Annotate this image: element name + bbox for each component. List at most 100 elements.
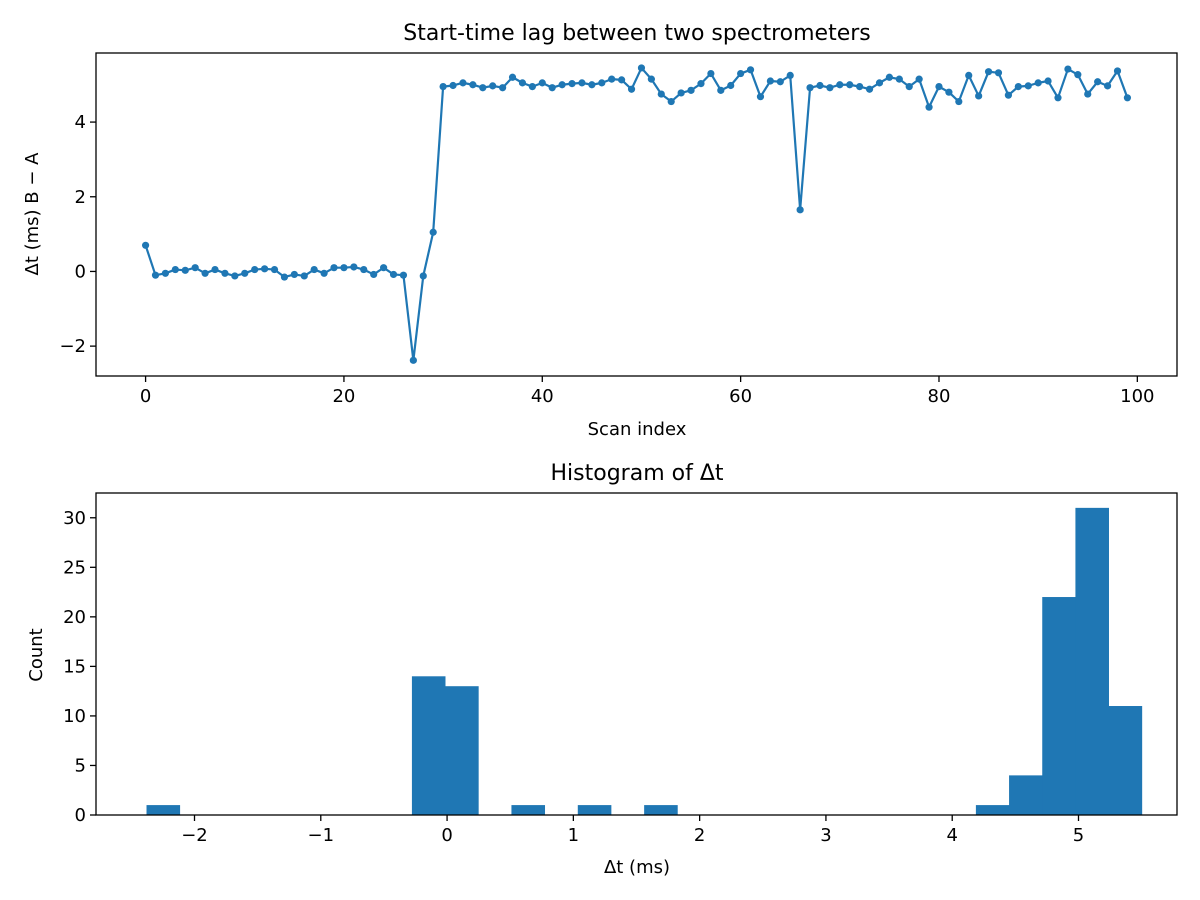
lag-chart-x-ticks: 0 20 40 60 80 100 (140, 376, 1155, 407)
lag-data-point (727, 81, 735, 90)
lag-data-point (171, 265, 179, 274)
lag-data-point (201, 269, 209, 277)
histogram-y-tick-label: 25 (63, 557, 86, 578)
lag-data-point (489, 82, 497, 90)
lag-data-point (618, 76, 626, 84)
lag-chart-y-tick-label: −2 (59, 336, 86, 357)
lag-data-point (241, 269, 249, 277)
lag-data-point (409, 356, 417, 364)
lag-chart-plot-area (141, 64, 1132, 364)
lag-data-point (161, 269, 170, 277)
histogram-x-tick-label: 5 (1073, 825, 1084, 846)
lag-data-point (1123, 94, 1132, 102)
lag-data-point (350, 263, 358, 271)
lag-data-point (1094, 78, 1102, 86)
lag-data-point (717, 86, 725, 94)
histogram-bar (1009, 775, 1043, 815)
histogram-bar (411, 676, 446, 815)
lag-data-point (211, 265, 219, 274)
lag-data-point (231, 272, 239, 280)
lag-data-point (270, 265, 279, 274)
lag-data-point (657, 90, 665, 98)
lag-data-point (994, 69, 1003, 77)
lag-data-point (856, 83, 864, 91)
lag-data-point (280, 273, 289, 281)
lag-chart-title: Start-time lag between two spectrometers (403, 21, 870, 46)
histogram-x-tick-label: −1 (308, 825, 335, 846)
lag-data-point (1014, 83, 1022, 91)
histogram-x-tick-label: 2 (694, 825, 705, 846)
lag-data-point (141, 241, 150, 249)
histogram-frame (95, 492, 1178, 816)
lag-data-point (786, 71, 794, 80)
lag-data-point (667, 97, 675, 106)
lag-data-point (518, 79, 527, 87)
lag-data-point (1084, 90, 1092, 98)
lag-chart-x-tick-label: 80 (928, 386, 951, 407)
lag-data-point (756, 93, 765, 101)
lag-chart-y-tick-label: 2 (75, 187, 86, 208)
lag-data-point (598, 79, 606, 87)
lag-data-point (806, 84, 814, 92)
lag-chart-x-label: Scan index (588, 419, 687, 440)
lag-data-point (479, 84, 487, 92)
lag-data-point (846, 81, 854, 89)
lag-data-point (647, 75, 655, 83)
lag-chart-x-tick-label: 0 (140, 386, 151, 407)
histogram-bar (577, 805, 612, 815)
histogram-title: Histogram of Δt (551, 461, 724, 486)
lag-data-point (330, 264, 338, 272)
histogram-y-tick-label: 15 (63, 656, 86, 677)
histogram-y-tick-label: 10 (63, 706, 86, 727)
histogram-y-tick-label: 5 (75, 755, 86, 776)
histogram-y-tick-label: 30 (63, 508, 86, 529)
histogram-y-ticks: 0 5 10 15 20 25 30 (63, 508, 96, 826)
histogram-y-tick-label: 0 (75, 805, 86, 826)
lag-data-point (380, 264, 388, 272)
lag-data-point (915, 75, 923, 83)
lag-data-point (508, 73, 517, 81)
lag-chart-y-tick-label: 0 (75, 261, 86, 282)
lag-data-point (1064, 65, 1072, 73)
lag-data-point (1034, 79, 1042, 87)
lag-chart-x-tick-label: 60 (729, 386, 752, 407)
lag-data-point (538, 79, 546, 87)
lag-data-point (895, 75, 903, 83)
lag-chart-frame (95, 52, 1178, 377)
lag-data-point (340, 264, 348, 272)
lag-data-point (320, 269, 328, 277)
lag-data-point (1074, 71, 1082, 79)
lag-data-point (677, 89, 685, 97)
lag-data-point (746, 66, 755, 74)
lag-chart: Start-time lag between two spectrometers… (22, 21, 1178, 440)
lag-data-point (568, 80, 576, 88)
lag-data-point (499, 84, 507, 92)
lag-data-point (151, 271, 160, 279)
histogram-bar (511, 805, 546, 815)
lag-data-point (935, 83, 943, 91)
lag-chart-x-tick-label: 40 (531, 386, 554, 407)
lag-data-point (965, 71, 973, 80)
lag-data-point (707, 69, 715, 78)
lag-chart-x-tick-label: 20 (332, 386, 355, 407)
lag-data-point (260, 265, 269, 273)
lag-data-point (469, 81, 477, 89)
lag-data-point (1054, 94, 1062, 102)
histogram-x-tick-label: 1 (568, 825, 579, 846)
lag-chart-x-tick-label: 100 (1120, 386, 1154, 407)
histogram-x-ticks: −2 −1 0 1 2 3 4 5 (181, 815, 1084, 846)
lag-data-point (449, 81, 457, 90)
lag-data-point (1044, 77, 1052, 85)
histogram-y-label: Count (26, 628, 47, 681)
lag-data-point (1113, 67, 1122, 75)
lag-data-point (251, 265, 259, 274)
histogram-x-tick-label: 3 (820, 825, 831, 846)
histogram-bar (1042, 597, 1076, 815)
lag-data-point (429, 228, 437, 236)
lag-chart-y-ticks: −2 0 2 4 (59, 112, 96, 357)
lag-series-line (144, 66, 1129, 362)
lag-data-point (548, 84, 556, 92)
lag-data-point (925, 103, 933, 111)
lag-data-point (776, 78, 784, 86)
